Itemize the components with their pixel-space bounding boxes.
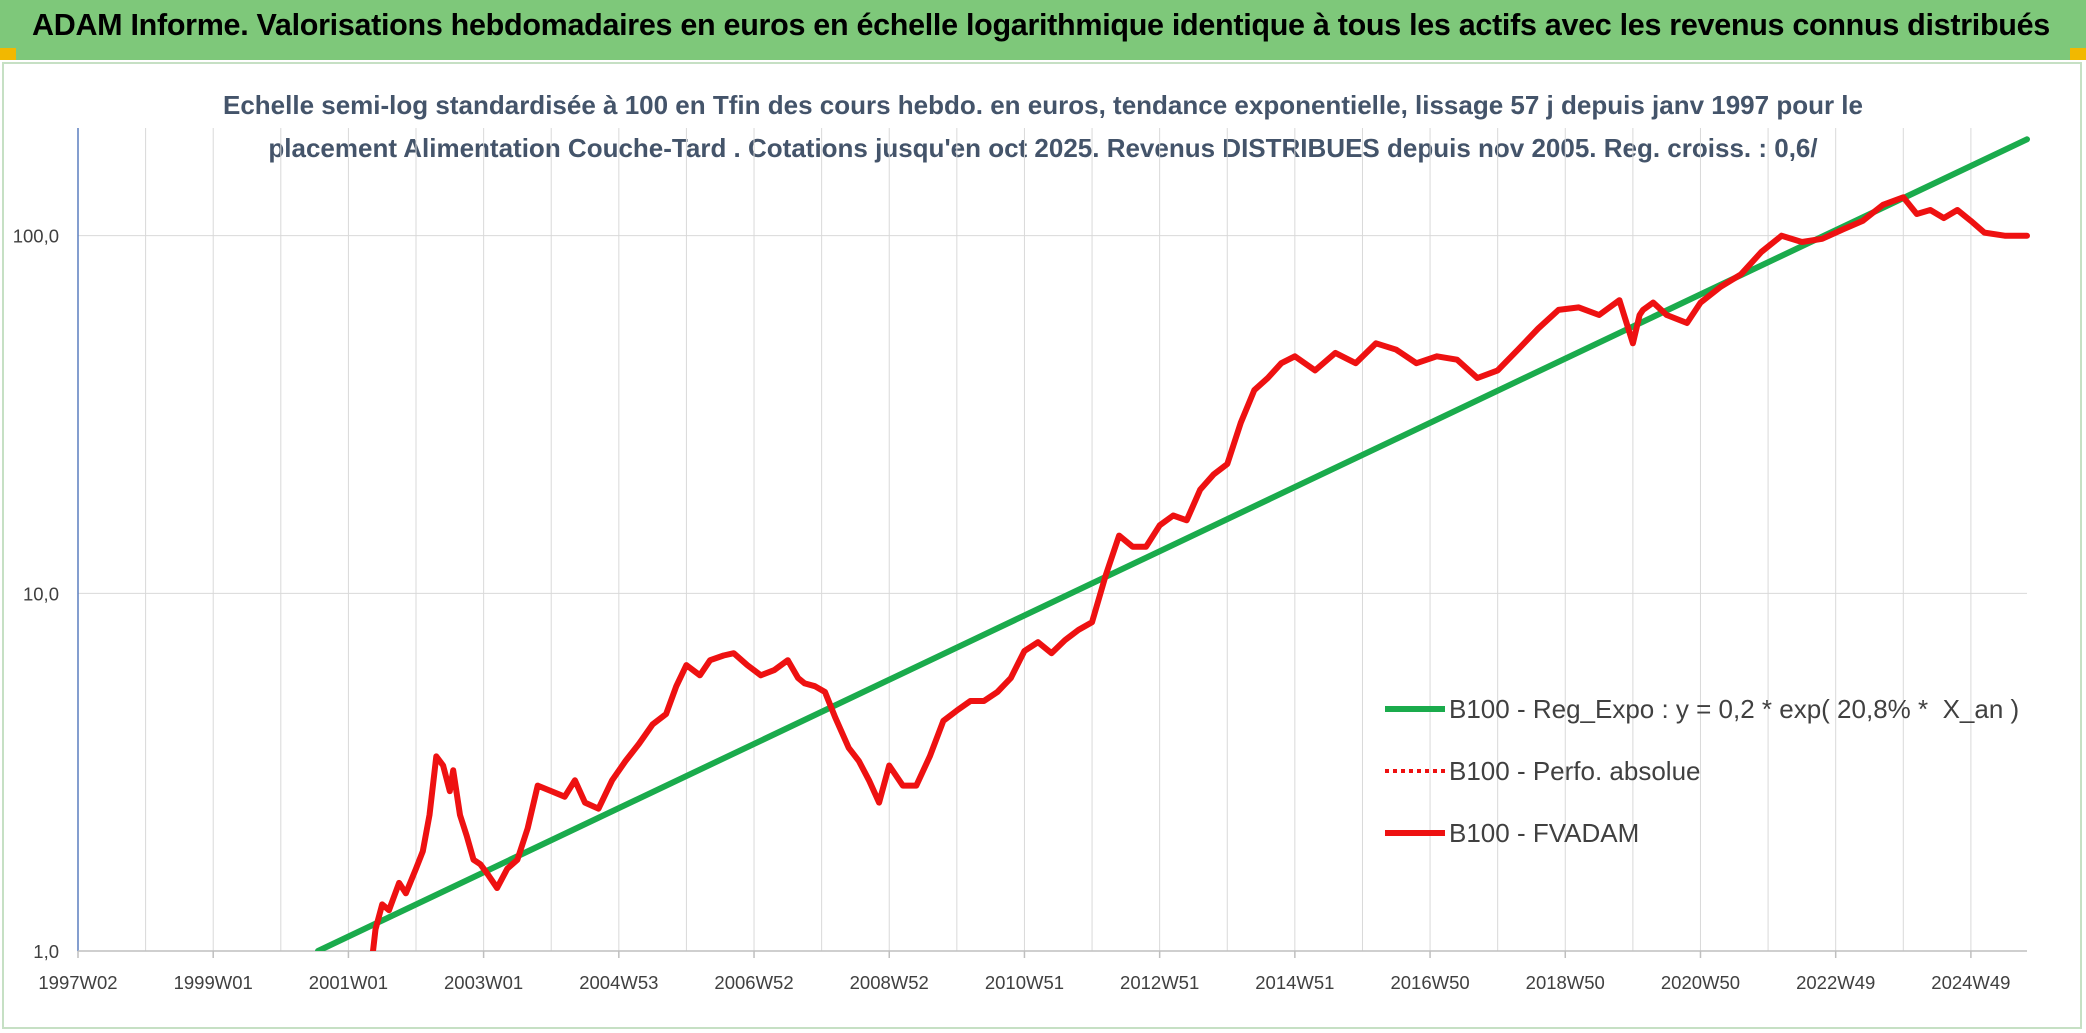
legend-label-perfo: B100 - Perfo. absolue	[1449, 756, 1701, 786]
x-tick-label: 2008W52	[850, 972, 929, 993]
y-tick-label: 1,0	[33, 941, 59, 962]
axes: 1,0 10,0 100,0 1997W02 1999W01 2001W01 2003W01…	[13, 128, 2027, 993]
chart-frame	[2, 62, 2082, 1029]
x-tick-label: 2018W50	[1526, 972, 1605, 993]
x-tick-label: 2024W49	[1931, 972, 2010, 993]
series-lines	[315, 136, 2030, 951]
x-tick-label: 2006W52	[714, 972, 793, 993]
legend-label-fvadam: B100 - FVADAM	[1449, 818, 1639, 848]
y-tick-label: 100,0	[13, 226, 59, 247]
x-tick-label: 1997W02	[38, 972, 117, 993]
x-tick-label: 2022W49	[1796, 972, 1875, 993]
x-tick-label: 2014W51	[1255, 972, 1334, 993]
corner-mark-left	[0, 48, 16, 60]
x-tick-label: 2003W01	[444, 972, 523, 993]
corner-mark-right	[2070, 48, 2086, 60]
title-banner: ADAM Informe. Valorisations hebdomadaire…	[0, 0, 2086, 60]
x-tick-label: 2010W51	[985, 972, 1064, 993]
x-tick-label: 2012W51	[1120, 972, 1199, 993]
x-tick-label: 1999W01	[174, 972, 253, 993]
legend-label-regression: B100 - Reg_Expo : y = 0,2 * exp( 20,8% *…	[1449, 694, 2019, 724]
banner-title: ADAM Informe. Valorisations hebdomadaire…	[32, 8, 2050, 42]
x-tick-label: 2004W53	[579, 972, 658, 993]
regression-line	[315, 136, 2030, 951]
gridlines	[77, 128, 2027, 951]
legend: B100 - Reg_Expo : y = 0,2 * exp( 20,8% *…	[1385, 694, 2019, 848]
x-tick-label: 2001W01	[309, 972, 388, 993]
x-tick-label: 2020W50	[1661, 972, 1740, 993]
x-tick-label: 2016W50	[1390, 972, 1469, 993]
chart-title-line-2: placement Alimentation Couche-Tard . Cot…	[268, 133, 1817, 163]
fvadam-line	[369, 194, 2030, 951]
y-tick-label: 10,0	[23, 583, 59, 604]
chart-title-line-1: Echelle semi-log standardisée à 100 en T…	[223, 90, 1863, 120]
